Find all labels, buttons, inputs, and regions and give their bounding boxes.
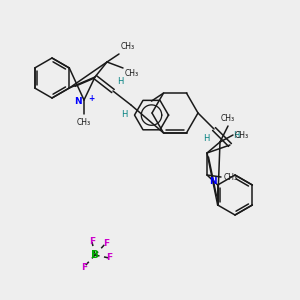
Text: F: F (89, 238, 95, 247)
Text: CH₃: CH₃ (77, 118, 91, 127)
Text: H: H (204, 134, 210, 143)
Text: H: H (233, 131, 239, 140)
Text: F: F (81, 262, 87, 272)
Text: CH₃: CH₃ (224, 172, 238, 182)
Text: H: H (117, 77, 123, 86)
Text: H: H (121, 110, 127, 119)
Text: CH₃: CH₃ (121, 42, 135, 51)
Text: N: N (74, 97, 82, 106)
Text: B: B (91, 250, 99, 260)
Text: CH₃: CH₃ (235, 130, 249, 140)
Text: CH₃: CH₃ (125, 69, 139, 78)
Text: F: F (106, 254, 112, 262)
Text: N: N (209, 177, 217, 186)
Text: CH₃: CH₃ (221, 114, 235, 123)
Text: F: F (103, 238, 109, 247)
Text: +: + (88, 94, 94, 103)
